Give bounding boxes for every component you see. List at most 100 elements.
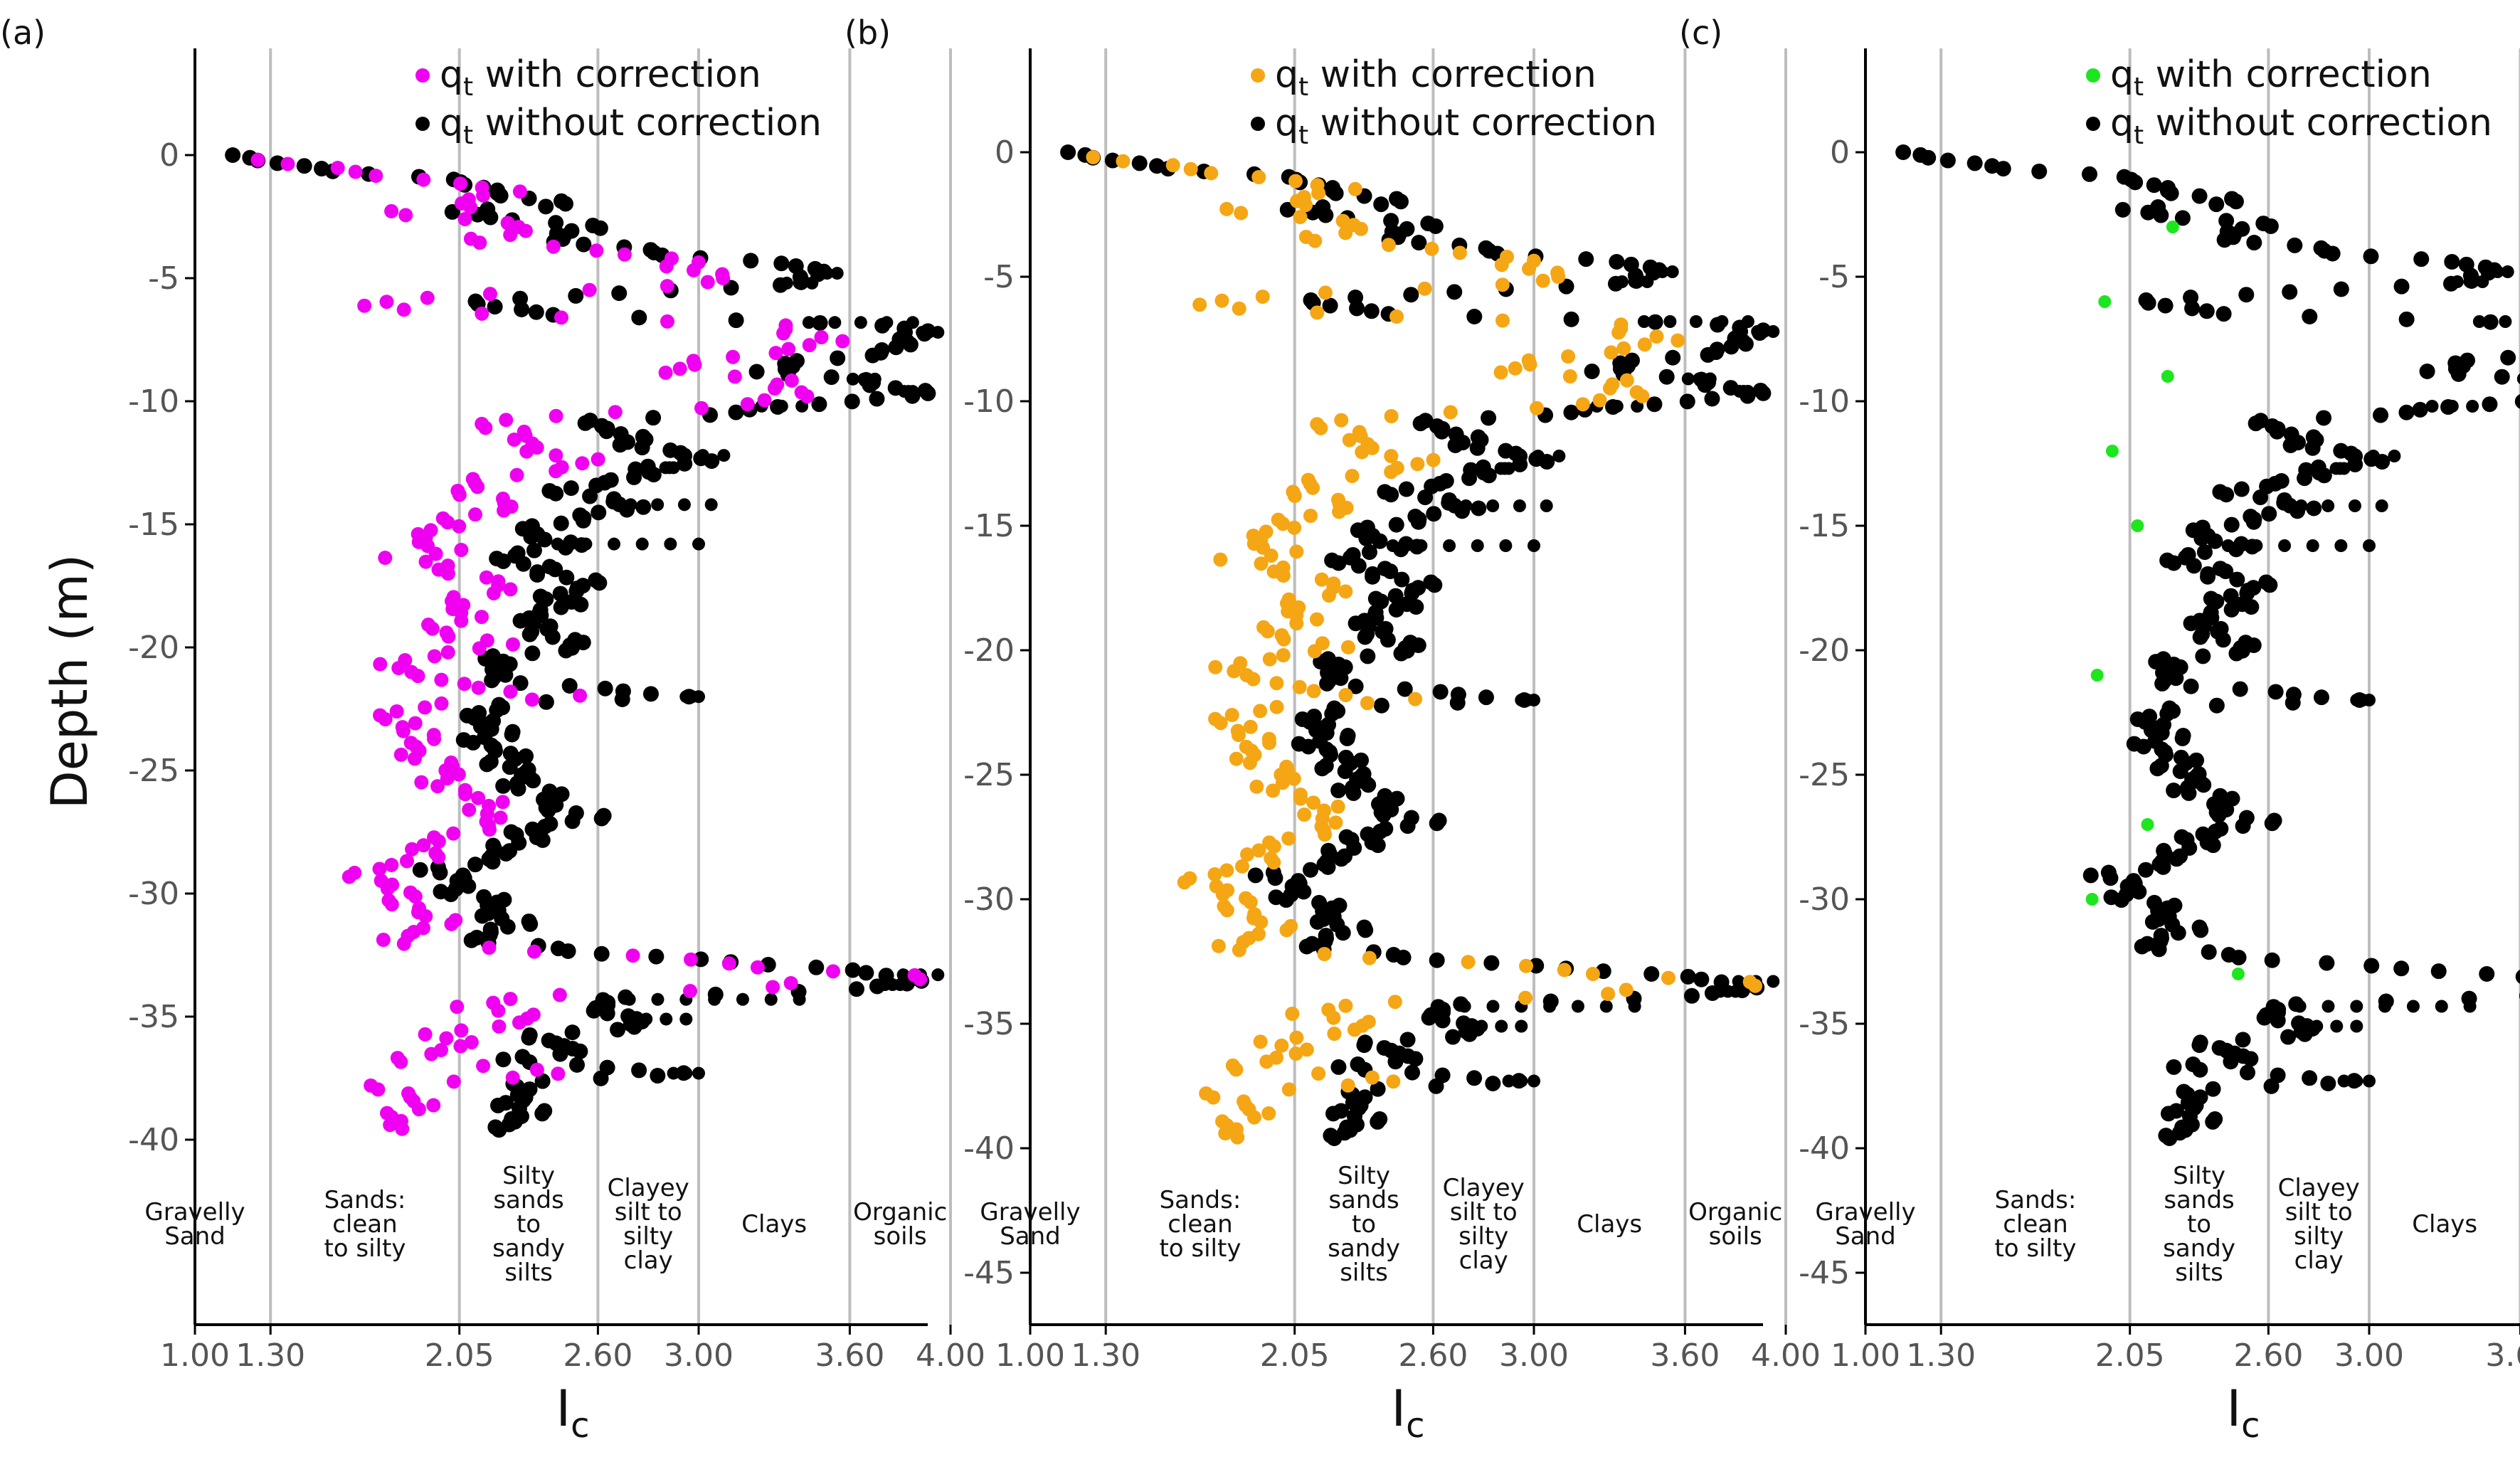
- data-point: [1461, 1026, 1478, 1042]
- data-point: [500, 216, 515, 231]
- data-point: [505, 637, 520, 652]
- data-point: [1288, 174, 1303, 189]
- data-point: [2223, 1054, 2239, 1070]
- data-point: [1370, 1113, 1386, 1130]
- data-point: [1395, 949, 1412, 965]
- zone-label: silts: [1340, 1259, 1388, 1287]
- data-point: [1585, 967, 1600, 981]
- data-point: [342, 869, 356, 884]
- x-axis-label: Ic: [2226, 1379, 2260, 1446]
- data-point: [1679, 393, 1695, 410]
- y-tick-label: -5: [983, 259, 1015, 295]
- data-point: [2031, 163, 2048, 179]
- data-point: [764, 992, 778, 1006]
- data-point: [1276, 632, 1291, 647]
- data-point: [1681, 372, 1695, 386]
- data-point: [1214, 293, 1229, 308]
- data-point: [1299, 1042, 1314, 1057]
- data-point: [1518, 990, 1533, 1005]
- data-point: [485, 854, 501, 870]
- data-point: [844, 393, 860, 410]
- data-point: [2140, 295, 2156, 311]
- data-point: [1375, 807, 1392, 823]
- data-point: [296, 158, 312, 174]
- data-point: [2262, 218, 2279, 234]
- data-point: [1471, 500, 1487, 516]
- data-point: [443, 886, 459, 903]
- data-point: [1471, 539, 1484, 552]
- data-point: [2160, 1106, 2176, 1122]
- data-point: [2348, 499, 2361, 512]
- data-point: [383, 1118, 398, 1133]
- data-point: [768, 346, 783, 361]
- zone-label: Sands:: [1995, 1186, 2077, 1214]
- data-point: [672, 361, 687, 376]
- data-point: [830, 350, 846, 366]
- legend-without-correction: qt without correction: [2086, 102, 2492, 150]
- data-point: [1387, 588, 1404, 604]
- legend-subscript: t: [2134, 121, 2144, 150]
- data-point: [1392, 194, 1409, 210]
- data-point: [1428, 1078, 1444, 1094]
- data-point: [454, 613, 469, 628]
- data-point: [1646, 265, 1659, 278]
- data-point: [412, 862, 428, 878]
- data-point: [1254, 915, 1269, 930]
- data-point: [1322, 297, 1338, 314]
- data-point: [440, 566, 455, 581]
- data-point: [1275, 775, 1290, 790]
- data-point: [1314, 572, 1329, 587]
- data-point: [683, 984, 698, 999]
- data-point: [857, 372, 871, 386]
- data-point: [2163, 185, 2179, 201]
- legend-without-correction: qt without correction: [415, 102, 822, 150]
- data-point: [1478, 689, 1494, 706]
- data-point: [1287, 489, 1302, 503]
- zone-label: clean: [2003, 1210, 2068, 1239]
- data-point: [591, 575, 608, 591]
- data-point: [2472, 315, 2486, 328]
- panel-c: (c) 0 -5 -10 -15 -20 -25 -30 -35 -40 -45 1.00 1.30 2.…: [1679, 14, 2520, 1446]
- data-point: [1469, 440, 1486, 456]
- data-point: [848, 981, 864, 997]
- data-point: [2294, 499, 2308, 512]
- data-point: [2330, 1019, 2344, 1033]
- data-point: [1508, 361, 1523, 376]
- data-point: [465, 734, 481, 751]
- data-point: [700, 275, 715, 290]
- data-point: [1318, 285, 1333, 300]
- data-point: [598, 423, 615, 440]
- data-point: [1619, 373, 1634, 388]
- data-point: [497, 667, 514, 683]
- data-point: [757, 393, 772, 408]
- data-point: [1486, 499, 1500, 512]
- data-point: [1510, 450, 1524, 462]
- data-point: [1313, 420, 1328, 435]
- data-point: [1340, 640, 1355, 655]
- data-point: [269, 155, 285, 171]
- zone-label: silty: [2294, 1222, 2344, 1251]
- data-point: [538, 694, 554, 710]
- data-point: [411, 1102, 426, 1117]
- data-point: [493, 810, 508, 825]
- data-point: [608, 537, 621, 551]
- data-point: [1207, 867, 1222, 881]
- data-point: [1693, 372, 1706, 386]
- data-point: [2378, 1000, 2392, 1013]
- data-point: [631, 1062, 647, 1079]
- zone-label: Clays: [2412, 1210, 2477, 1239]
- data-point: [2166, 555, 2182, 571]
- data-point: [487, 299, 503, 315]
- data-point: [452, 176, 467, 191]
- data-point: [1208, 659, 1223, 674]
- data-point: [716, 271, 731, 285]
- data-point: [534, 1073, 551, 1089]
- data-point: [1287, 520, 1302, 535]
- data-point: [2514, 394, 2520, 409]
- data-point: [864, 347, 881, 364]
- data-point: [504, 726, 520, 743]
- data-point: [1206, 1090, 1221, 1105]
- data-point: [393, 747, 408, 762]
- data-point: [2366, 450, 2380, 462]
- data-point: [1551, 270, 1566, 284]
